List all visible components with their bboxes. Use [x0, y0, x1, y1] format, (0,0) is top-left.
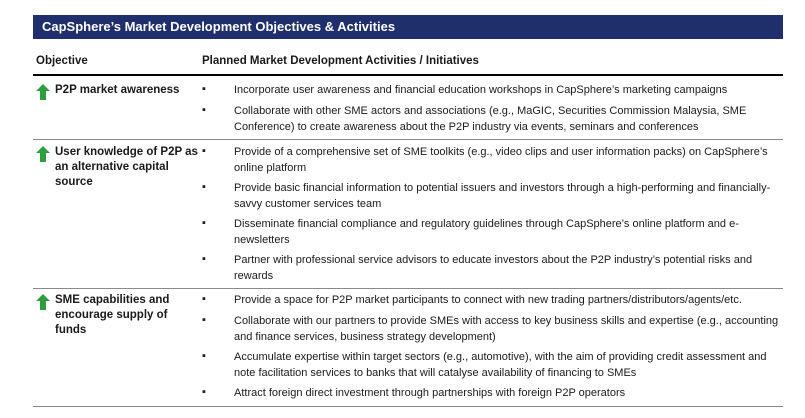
table-bottom-rule: [33, 406, 783, 407]
objective-cell: P2P market awareness: [36, 83, 200, 100]
objective-label: SME capabilities and encourage supply of…: [55, 294, 170, 336]
activity-text: Collaborate with other SME actors and as…: [234, 105, 747, 133]
header-activities: Planned Market Development Activities / …: [202, 55, 479, 67]
green-up-arrow-icon: [36, 146, 50, 162]
activity-text: Provide a space for P2P market participa…: [234, 294, 742, 306]
bullet-icon: ▪: [202, 293, 206, 305]
activity-text: Incorporate user awareness and financial…: [234, 84, 728, 96]
activity-text: Provide basic financial information to p…: [234, 182, 771, 210]
bullet-icon: ▪: [202, 253, 206, 265]
header-objective: Objective: [36, 55, 88, 67]
table-title: CapSphere’s Market Development Objective…: [42, 19, 396, 34]
green-up-arrow-icon: [36, 84, 50, 100]
green-up-arrow-icon: [36, 294, 50, 310]
activity-text: Accumulate expertise within target secto…: [234, 351, 767, 379]
objective-cell: SME capabilities and encourage supply of…: [36, 293, 200, 338]
bullet-icon: ▪: [202, 145, 206, 157]
objective-cell: User knowledge of P2P as an alternative …: [36, 145, 200, 190]
activity-text: Collaborate with our partners to provide…: [234, 315, 779, 343]
bullet-icon: ▪: [202, 104, 206, 116]
bullet-icon: ▪: [202, 314, 206, 326]
bullet-icon: ▪: [202, 181, 206, 193]
header-divider: [33, 74, 783, 76]
activity-text: Partner with professional service adviso…: [234, 254, 753, 282]
activity-text: Disseminate financial compliance and reg…: [234, 218, 739, 246]
bullet-icon: ▪: [202, 217, 206, 229]
objective-label: User knowledge of P2P as an alternative …: [55, 146, 198, 188]
bullet-icon: ▪: [202, 386, 206, 398]
bullet-icon: ▪: [202, 350, 206, 362]
row-divider: [33, 139, 783, 140]
row-divider: [33, 288, 783, 289]
table-title-bar: CapSphere’s Market Development Objective…: [33, 15, 783, 39]
activity-text: Attract foreign direct investment throug…: [234, 387, 626, 399]
objective-label: P2P market awareness: [55, 84, 180, 96]
bullet-icon: ▪: [202, 83, 206, 95]
activity-text: Provide of a comprehensive set of SME to…: [234, 146, 768, 174]
